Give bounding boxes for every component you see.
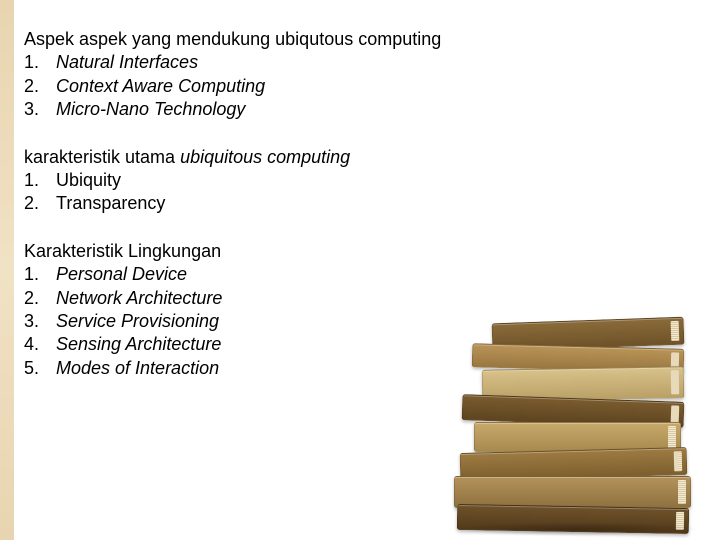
section-list: 1.Ubiquity 2.Transparency bbox=[24, 169, 696, 216]
item-text: Natural Interfaces bbox=[56, 51, 696, 74]
item-text: Service Provisioning bbox=[56, 310, 696, 333]
item-number: 4. bbox=[24, 333, 56, 356]
title-plain: Karakteristik Lingkungan bbox=[24, 241, 221, 261]
book-icon bbox=[454, 476, 691, 508]
item-number: 3. bbox=[24, 310, 56, 333]
left-accent-strip bbox=[0, 0, 14, 540]
list-item: 2.Context Aware Computing bbox=[24, 75, 696, 98]
section-list: 1.Personal Device 2.Network Architecture… bbox=[24, 263, 696, 380]
section-environment-characteristics: Karakteristik Lingkungan 1.Personal Devi… bbox=[24, 240, 696, 380]
title-plain: karakteristik utama bbox=[24, 147, 180, 167]
item-text: Micro-Nano Technology bbox=[56, 98, 696, 121]
list-item: 1.Natural Interfaces bbox=[24, 51, 696, 74]
section-title: karakteristik utama ubiquitous computing bbox=[24, 146, 696, 169]
item-text: Personal Device bbox=[56, 263, 696, 286]
item-number: 2. bbox=[24, 75, 56, 98]
item-text: Transparency bbox=[56, 192, 696, 215]
title-plain: Aspek aspek yang mendukung ubiqutous com… bbox=[24, 29, 441, 49]
list-item: 4.Sensing Architecture bbox=[24, 333, 696, 356]
item-text: Network Architecture bbox=[56, 287, 696, 310]
item-number: 2. bbox=[24, 192, 56, 215]
list-item: 2.Transparency bbox=[24, 192, 696, 215]
item-text: Ubiquity bbox=[56, 169, 696, 192]
list-item: 3.Service Provisioning bbox=[24, 310, 696, 333]
title-italic: ubiquitous computing bbox=[180, 147, 350, 167]
item-number: 2. bbox=[24, 287, 56, 310]
list-item: 1.Ubiquity bbox=[24, 169, 696, 192]
item-text: Modes of Interaction bbox=[56, 357, 696, 380]
item-text: Sensing Architecture bbox=[56, 333, 696, 356]
section-title: Karakteristik Lingkungan bbox=[24, 240, 696, 263]
books-shadow bbox=[452, 522, 702, 536]
section-supporting-aspects: Aspek aspek yang mendukung ubiqutous com… bbox=[24, 28, 696, 122]
list-item: 1.Personal Device bbox=[24, 263, 696, 286]
item-number: 1. bbox=[24, 263, 56, 286]
slide-content: Aspek aspek yang mendukung ubiqutous com… bbox=[24, 28, 696, 380]
item-number: 1. bbox=[24, 169, 56, 192]
section-title: Aspek aspek yang mendukung ubiqutous com… bbox=[24, 28, 696, 51]
item-number: 3. bbox=[24, 98, 56, 121]
item-number: 5. bbox=[24, 357, 56, 380]
item-number: 1. bbox=[24, 51, 56, 74]
list-item: 3.Micro-Nano Technology bbox=[24, 98, 696, 121]
section-main-characteristics: karakteristik utama ubiquitous computing… bbox=[24, 146, 696, 216]
item-text: Context Aware Computing bbox=[56, 75, 696, 98]
list-item: 2.Network Architecture bbox=[24, 287, 696, 310]
list-item: 5. Modes of Interaction bbox=[24, 357, 696, 380]
section-list: 1.Natural Interfaces 2.Context Aware Com… bbox=[24, 51, 696, 121]
slide: Aspek aspek yang mendukung ubiqutous com… bbox=[0, 0, 720, 540]
